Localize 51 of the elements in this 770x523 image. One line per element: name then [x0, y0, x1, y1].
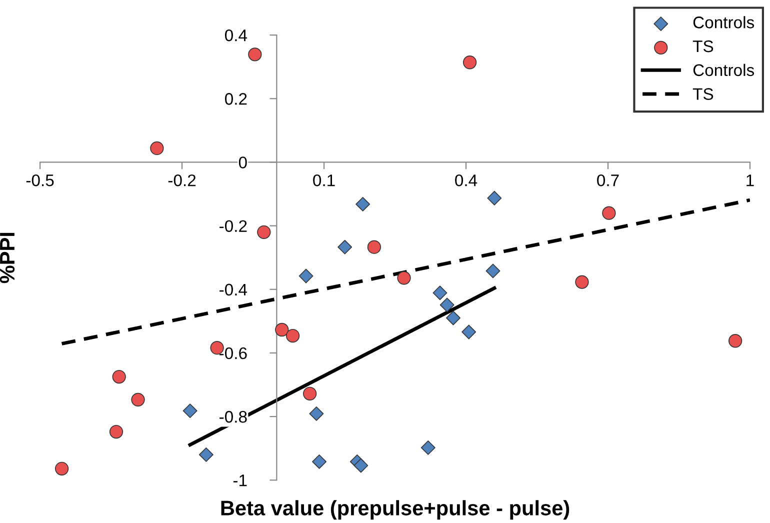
point [420, 440, 436, 455]
point [312, 454, 327, 469]
point [54, 462, 69, 476]
x-axis-title: Beta value (prepulse+pulse - pulse) [221, 500, 570, 520]
y-tick-label: -0.8 [220, 410, 247, 423]
y-tick-label: 0 [238, 156, 247, 168]
point [602, 206, 616, 220]
point [575, 275, 589, 289]
point [275, 322, 289, 337]
point [248, 48, 262, 62]
point [728, 334, 742, 348]
point [462, 56, 477, 70]
point [257, 225, 271, 239]
y-tick-label: -0.6 [220, 347, 247, 360]
point [397, 271, 411, 285]
x-tick-label: 0.1 [313, 174, 335, 186]
point [286, 328, 300, 343]
point [302, 386, 317, 400]
y-axis-title: %PPI [0, 232, 15, 284]
y-tick-label: 0.4 [225, 29, 248, 42]
point [309, 406, 324, 421]
point [486, 264, 500, 278]
point [198, 447, 214, 462]
point [338, 240, 352, 254]
x-tick-label: -0.2 [168, 174, 196, 186]
x-tick-label: 0.4 [455, 174, 478, 186]
y-tick-label: -0.2 [220, 220, 247, 232]
point [487, 190, 502, 206]
legend-label: TS [692, 40, 714, 52]
y-tick-label: 0.2 [225, 93, 247, 105]
point [131, 392, 145, 407]
point [354, 458, 368, 473]
x-tick-label: -0.5 [26, 174, 54, 186]
x-tick-label: 1 [746, 174, 754, 186]
point [182, 404, 198, 418]
point [356, 196, 370, 212]
point [440, 298, 454, 312]
y-tick-label: -1 [233, 474, 247, 486]
point [150, 141, 164, 156]
point [109, 424, 124, 439]
point [462, 324, 476, 340]
legend-label: Controls [693, 64, 754, 76]
legend-label: TS [692, 88, 714, 100]
point [298, 268, 314, 284]
point [367, 240, 382, 254]
point [432, 286, 448, 300]
point [112, 370, 126, 384]
legend-label: Controls [693, 16, 754, 28]
point [446, 310, 460, 326]
x-tick-label: 0.7 [597, 174, 619, 186]
y-tick-label: -0.4 [220, 284, 248, 296]
